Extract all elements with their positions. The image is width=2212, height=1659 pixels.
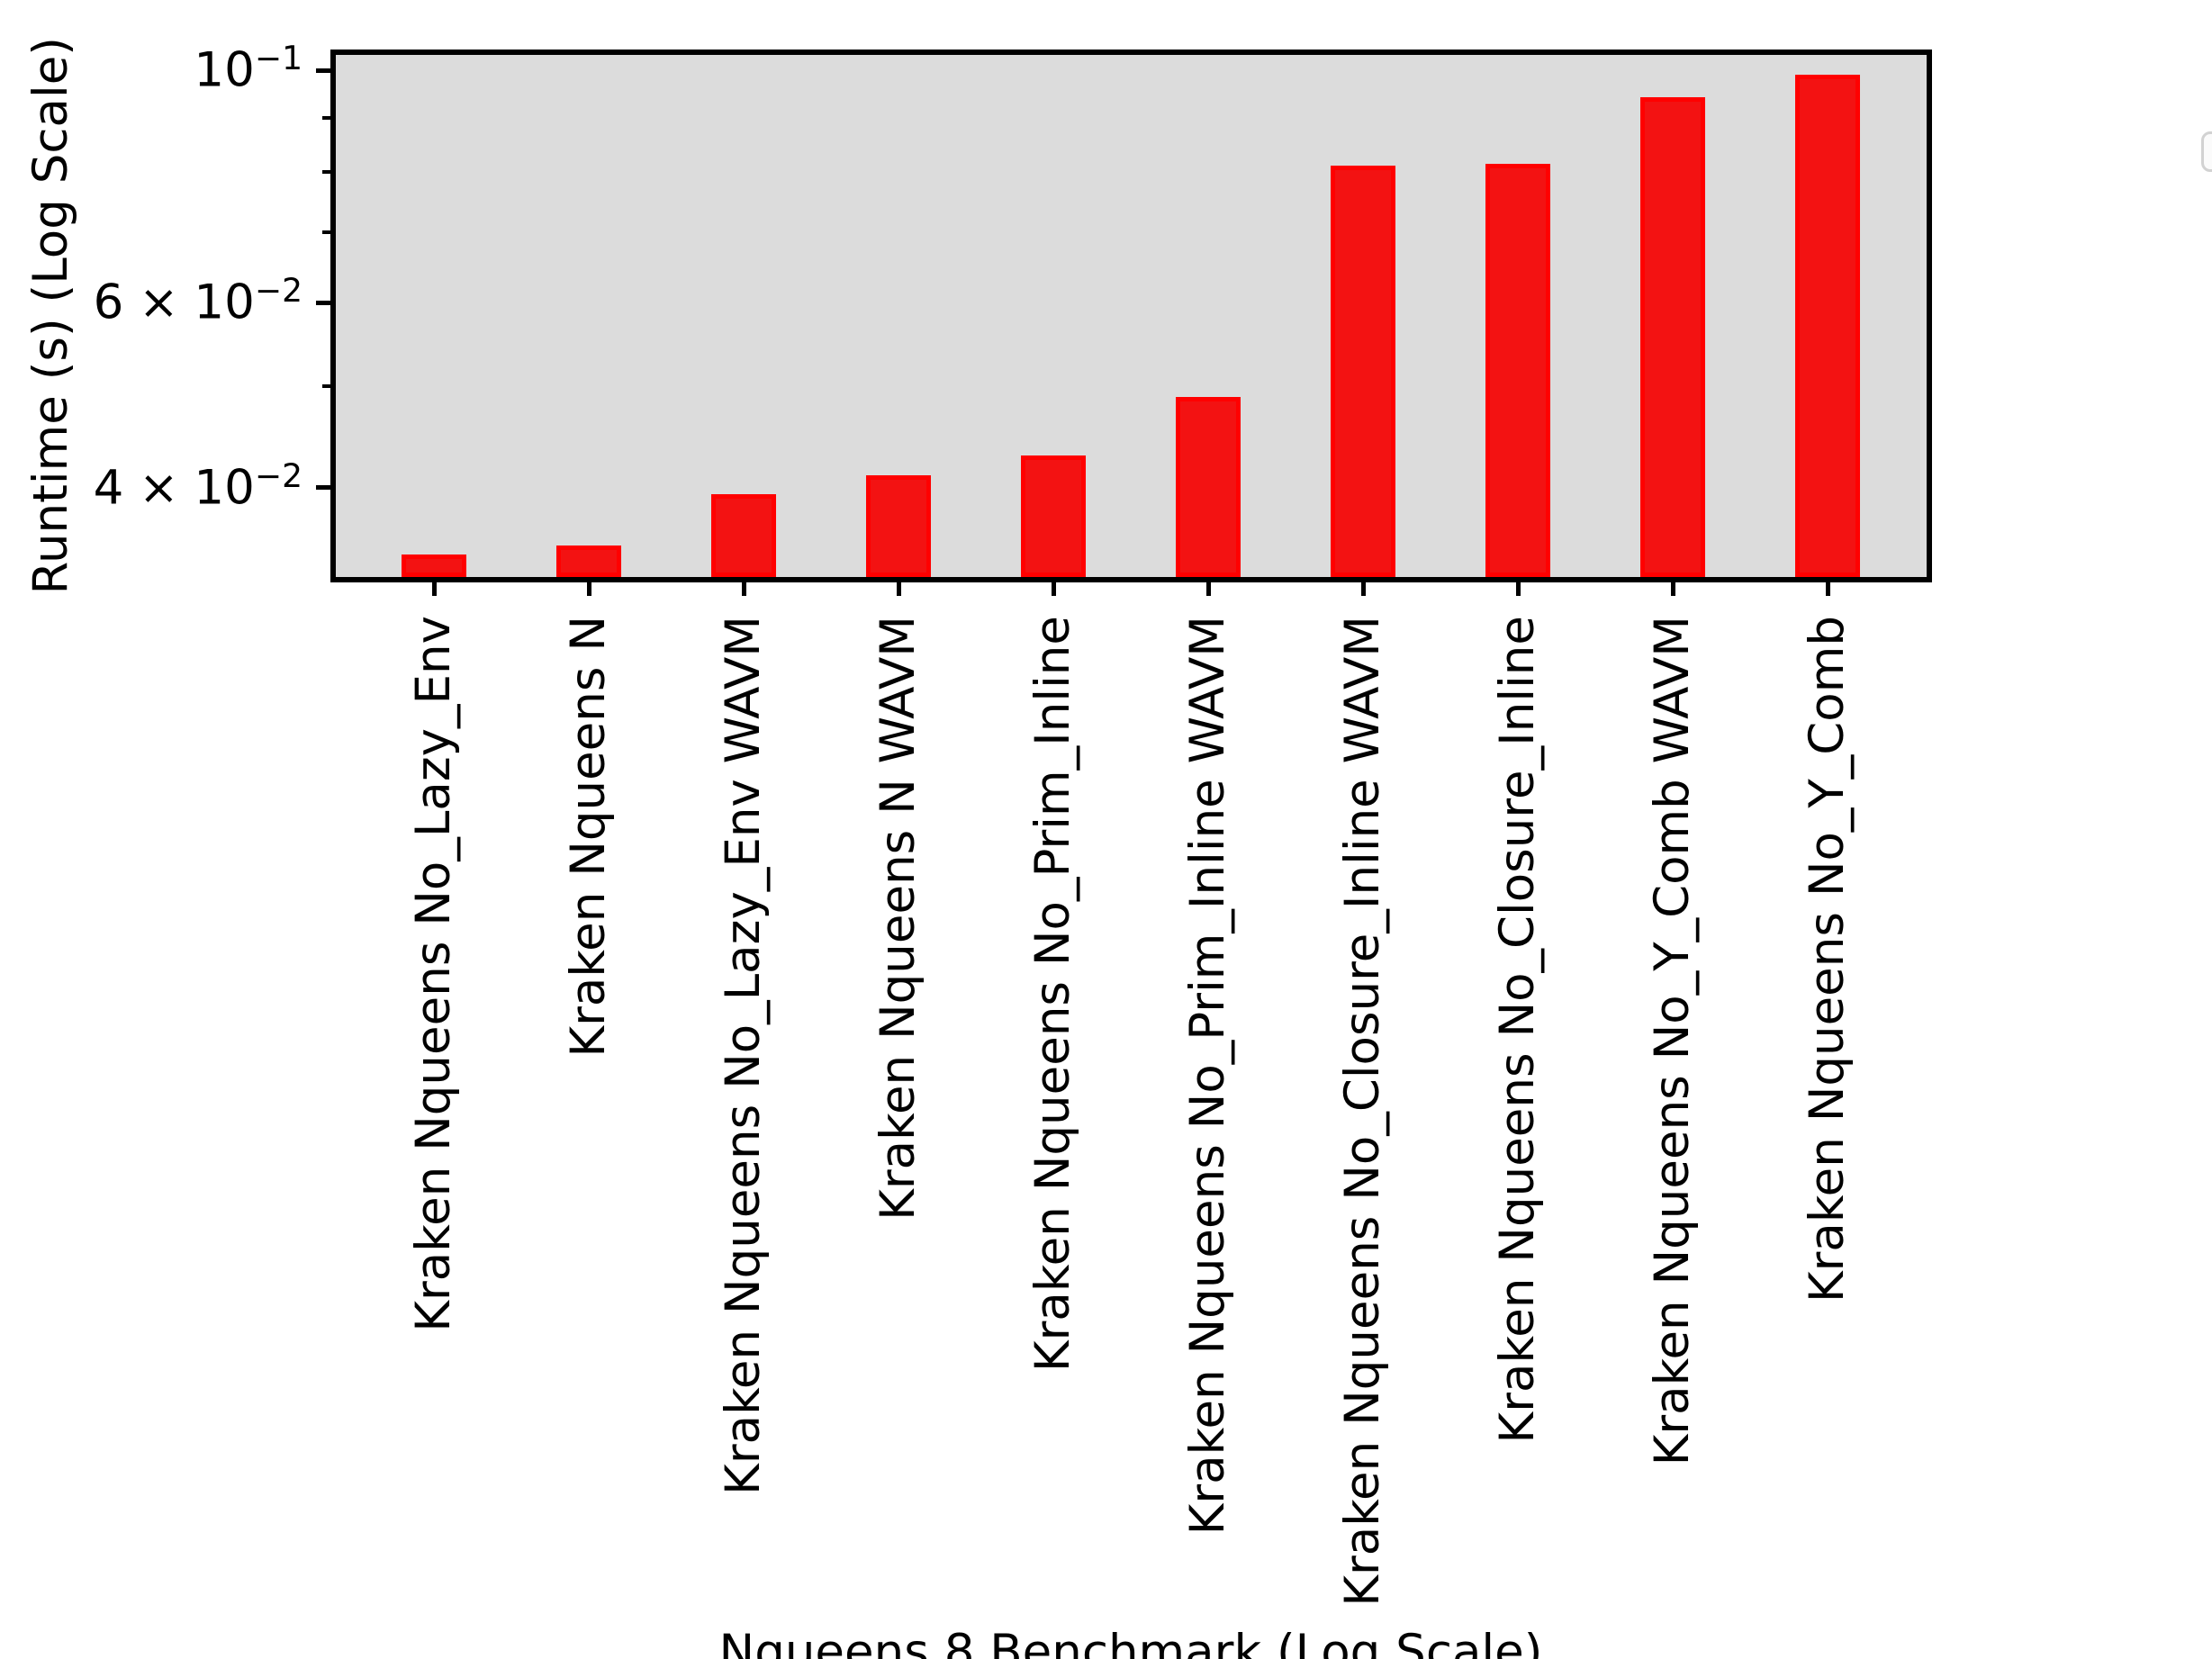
x-tick-mark <box>741 582 746 596</box>
x-tick-label: Kraken Nqueens No_Lazy_Env WAVM <box>699 616 789 1495</box>
y-major-tick-mark <box>316 300 330 305</box>
x-tick-label-text: Kraken Nqueens No_Lazy_Env <box>406 616 462 1332</box>
y-minor-tick-mark <box>322 230 330 235</box>
x-tick-label-text: Kraken Nqueens N WAVM <box>871 616 926 1221</box>
x-tick-label-text: Kraken Nqueens No_Y_Comb <box>1800 616 1855 1303</box>
bar <box>1485 164 1550 577</box>
x-tick-mark <box>1360 582 1366 596</box>
x-tick-label-text: Kraken Nqueens No_Closure_Inline <box>1490 616 1546 1444</box>
y-minor-tick-mark <box>322 169 330 174</box>
x-tick-label: Kraken Nqueens No_Y_Comb <box>1783 616 1873 1303</box>
x-tick-label-text: Kraken Nqueens N <box>561 616 617 1058</box>
x-tick-label: Kraken Nqueens N WAVM <box>853 616 943 1221</box>
y-tick-exponent: −2 <box>254 273 302 311</box>
x-tick-label: Kraken Nqueens N <box>544 616 634 1058</box>
bar <box>1640 97 1705 577</box>
x-tick-label: Kraken Nqueens No_Closure_Inline WAVM <box>1318 616 1408 1607</box>
x-tick-mark <box>431 582 437 596</box>
y-tick-exponent: −2 <box>254 457 302 495</box>
bar <box>556 545 621 577</box>
x-tick-label: Kraken Nqueens No_Closure_Inline <box>1473 616 1563 1444</box>
bar <box>1176 396 1241 577</box>
x-tick-label-text: Kraken Nqueens No_Prim_Inline <box>1025 616 1081 1373</box>
x-tick-label: Kraken Nqueens No_Y_Comb WAVM <box>1628 616 1718 1465</box>
y-major-tick-mark <box>316 68 330 73</box>
x-tick-mark <box>1825 582 1830 596</box>
bar <box>711 494 776 577</box>
bar <box>1795 75 1860 577</box>
bar <box>402 555 466 577</box>
x-tick-label-text: Kraken Nqueens No_Closure_Inline WAVM <box>1335 616 1391 1607</box>
x-axis-label: Nqueens 8 Benchmark (Log Scale) <box>718 1625 1543 1659</box>
x-tick-label-text: Kraken Nqueens No_Y_Comb WAVM <box>1645 616 1701 1466</box>
x-tick-mark <box>1670 582 1675 596</box>
x-tick-label-text: Kraken Nqueens No_Lazy_Env WAVM <box>716 616 772 1495</box>
x-tick-label: Kraken Nqueens No_Prim_Inline <box>1008 616 1098 1372</box>
x-tick-mark <box>1515 582 1521 596</box>
x-tick-label-text: Kraken Nqueens No_Prim_Inline WAVM <box>1180 616 1236 1536</box>
y-minor-tick-mark <box>322 383 330 388</box>
bar <box>1331 165 1395 577</box>
y-tick-label: 10−1 <box>194 40 302 98</box>
bar <box>866 474 931 577</box>
y-major-tick-mark <box>316 485 330 491</box>
x-tick-label: Kraken Nqueens No_Lazy_Env <box>389 616 479 1332</box>
x-tick-label: Kraken Nqueens No_Prim_Inline WAVM <box>1163 616 1253 1535</box>
y-tick-label: 6 × 10−2 <box>93 273 302 330</box>
y-minor-tick-mark <box>322 116 330 121</box>
y-tick-exponent: −1 <box>254 40 302 77</box>
x-tick-mark <box>1205 582 1211 596</box>
legend-box <box>2201 131 2212 172</box>
x-tick-mark <box>1051 582 1056 596</box>
bar <box>1021 455 1086 577</box>
x-tick-mark <box>586 582 591 596</box>
x-tick-mark <box>896 582 901 596</box>
y-tick-label: 4 × 10−2 <box>93 457 302 516</box>
